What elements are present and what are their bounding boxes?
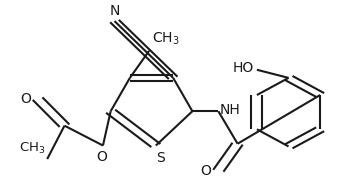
Text: HO: HO xyxy=(232,61,253,75)
Text: O: O xyxy=(201,164,212,178)
Text: S: S xyxy=(156,151,165,165)
Text: N: N xyxy=(109,4,120,18)
Text: CH$_3$: CH$_3$ xyxy=(152,31,179,47)
Text: O: O xyxy=(20,92,31,106)
Text: CH$_3$: CH$_3$ xyxy=(19,141,46,156)
Text: NH: NH xyxy=(220,103,241,117)
Text: O: O xyxy=(96,150,107,164)
